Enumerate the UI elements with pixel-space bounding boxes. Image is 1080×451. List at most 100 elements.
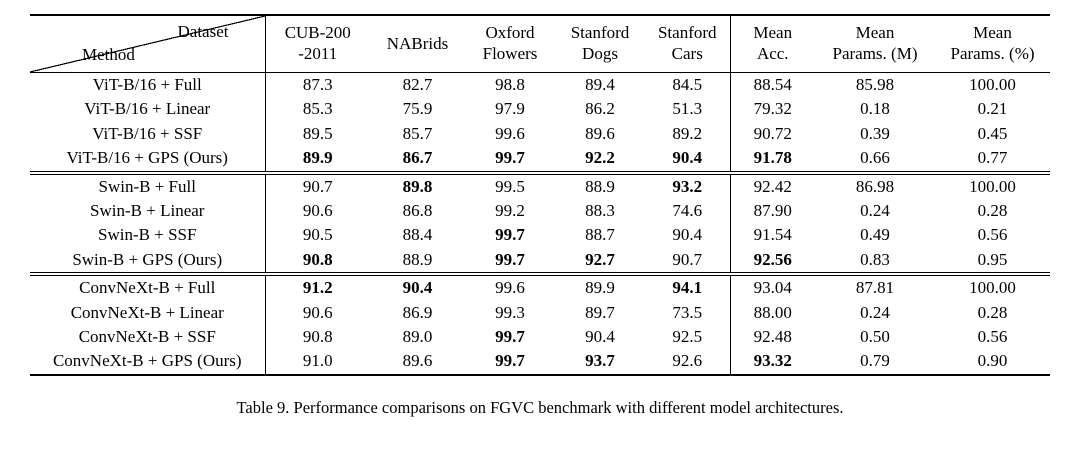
value-cell: 0.56: [977, 326, 1008, 346]
value-cell: 97.9: [495, 99, 525, 119]
value-cell: 0.56: [977, 225, 1008, 245]
value-cell: 0.28: [977, 302, 1008, 322]
method-cell: Swin-B + Linear: [30, 198, 266, 224]
value-cell: 92.42: [753, 176, 792, 196]
dataset-label: Dataset: [177, 22, 229, 41]
value-cell: 0.90: [977, 351, 1008, 371]
method-cell: ViT-B/16 + SSF: [30, 121, 266, 147]
method-cell: ConvNeXt-B + SSF: [30, 324, 266, 350]
column-header-line: Oxford: [485, 23, 535, 43]
column-header-line: CUB-200: [284, 23, 351, 43]
table-row: Swin-B + GPS (Ours) 90.8 88.9 99.7 92.7 90.7 9…: [30, 247, 1050, 277]
column-header-line: Stanford: [570, 23, 630, 43]
value-cell: 98.8: [495, 75, 525, 94]
table-row: ConvNeXt-B + SSF 90.8 89.0 99.7 90.4 92.5 92.4…: [30, 324, 1050, 350]
table-row: ViT-B/16 + SSF 89.5 85.7 99.6 89.6 89.2 90.72 0…: [30, 121, 1050, 147]
column-header-mean-params-m: Mean Params. (M): [815, 15, 935, 73]
table-body: ViT-B/16 + Full 87.3 82.7 98.8 89.4 84.5 88.54…: [30, 72, 1050, 375]
value-cell: 0.83: [815, 247, 935, 277]
table-row: Swin-B + Linear 90.6 86.8 99.2 88.3 74.6 87.90…: [30, 198, 1050, 224]
value-cell: 91.54: [753, 225, 792, 245]
value-cell: 0.18: [860, 99, 890, 119]
value-cell: 88.4: [402, 225, 433, 245]
value-cell: 92.6: [645, 349, 731, 375]
value-cell: 90.4: [645, 146, 731, 175]
value-cell: 89.9: [265, 146, 370, 175]
value-cell: 89.6: [402, 351, 433, 371]
value-cell: 87.90: [753, 200, 792, 220]
table-row: Swin-B + SSF 90.5 88.4 99.7 88.7 90.4 91.54 0.4…: [30, 223, 1050, 248]
method-cell: ViT-B/16 + Full: [30, 72, 266, 98]
method-cell: Swin-B + SSF: [30, 223, 266, 248]
value-cell: 79.32: [753, 99, 792, 119]
value-cell: 0.49: [860, 225, 890, 245]
value-cell: 89.9: [585, 278, 615, 298]
value-cell: 93.7: [585, 351, 615, 371]
value-cell: 0.95: [935, 247, 1050, 277]
value-cell: 90.72: [753, 123, 792, 143]
value-cell: 89.4: [585, 75, 615, 94]
value-cell: 88.9: [585, 176, 615, 196]
value-cell: 90.6: [302, 302, 333, 322]
table-row: ConvNeXt-B + GPS (Ours) 91.0 89.6 99.7 93.7 9…: [30, 349, 1050, 375]
column-header-line: Params. (%): [950, 44, 1035, 63]
value-cell: 99.3: [495, 302, 525, 322]
column-header-stanford-cars: Stanford Cars: [645, 15, 731, 73]
column-header-nabrids: NABrids: [370, 15, 465, 73]
value-cell: 89.0: [402, 326, 433, 346]
value-cell: 85.3: [302, 99, 333, 119]
value-cell: 89.5: [302, 123, 333, 143]
value-cell: 87.81: [855, 278, 895, 298]
value-cell: 90.4: [645, 223, 731, 248]
column-header-cub-200-2011: CUB-200 -2011: [265, 15, 370, 73]
value-cell: 99.7: [495, 351, 525, 371]
value-cell: 90.8: [265, 247, 370, 277]
method-cell: Swin-B + Full: [30, 172, 266, 199]
value-cell: 88.9: [370, 247, 465, 277]
column-header-stanford-dogs: Stanford Dogs: [555, 15, 645, 73]
value-cell: 89.7: [585, 302, 615, 322]
value-cell: 91.2: [302, 278, 333, 298]
value-cell: 86.98: [855, 176, 895, 196]
table-row: ViT-B/16 + Linear 85.3 75.9 97.9 86.2 51.3 79.…: [30, 97, 1050, 122]
value-cell: 86.9: [402, 302, 433, 322]
value-cell: 90.7: [645, 247, 731, 277]
value-cell: 86.8: [402, 200, 433, 220]
method-cell: ConvNeXt-B + Full: [30, 274, 266, 301]
value-cell: 89.2: [645, 121, 731, 147]
value-cell: 88.54: [753, 75, 792, 94]
value-cell: 0.79: [860, 351, 890, 371]
value-cell: 91.0: [302, 351, 333, 371]
table-row: ConvNeXt-B + Linear 90.6 86.9 99.3 89.7 73.5 8…: [30, 300, 1050, 325]
value-cell: 92.2: [555, 146, 645, 175]
value-cell: 75.9: [402, 99, 433, 119]
value-cell: 0.28: [977, 200, 1008, 220]
corner-cell: Dataset Method: [30, 15, 266, 73]
value-cell: 0.39: [860, 123, 890, 143]
column-header-line: Cars: [671, 44, 703, 63]
column-header-line: Mean: [973, 23, 1012, 43]
value-cell: 0.77: [935, 146, 1050, 175]
value-cell: 92.7: [555, 247, 645, 277]
column-header-line: Mean: [753, 23, 793, 43]
value-cell: 92.48: [753, 326, 792, 346]
value-cell: 88.3: [585, 200, 615, 220]
method-label: Method: [82, 45, 135, 65]
paper-table-figure: Dataset Method CUB-200 -2011 NABrids Oxford…: [30, 14, 1050, 417]
column-header-line: NABrids: [386, 33, 449, 53]
value-cell: 99.7: [465, 247, 555, 277]
value-cell: 99.7: [465, 146, 555, 175]
value-cell: 90.4: [585, 326, 615, 346]
method-cell: ViT-B/16 + Linear: [30, 97, 266, 122]
value-cell: 85.98: [855, 75, 895, 94]
method-cell: Swin-B + GPS (Ours): [30, 247, 266, 277]
value-cell: 100.00: [969, 75, 1016, 94]
value-cell: 92.5: [645, 324, 731, 350]
value-cell: 99.2: [495, 200, 525, 220]
value-cell: 88.00: [753, 302, 792, 322]
value-cell: 100.00: [969, 176, 1016, 196]
value-cell: 91.78: [730, 146, 815, 175]
value-cell: 86.2: [585, 99, 615, 119]
method-cell: ConvNeXt-B + GPS (Ours): [30, 349, 266, 375]
value-cell: 90.6: [302, 200, 333, 220]
